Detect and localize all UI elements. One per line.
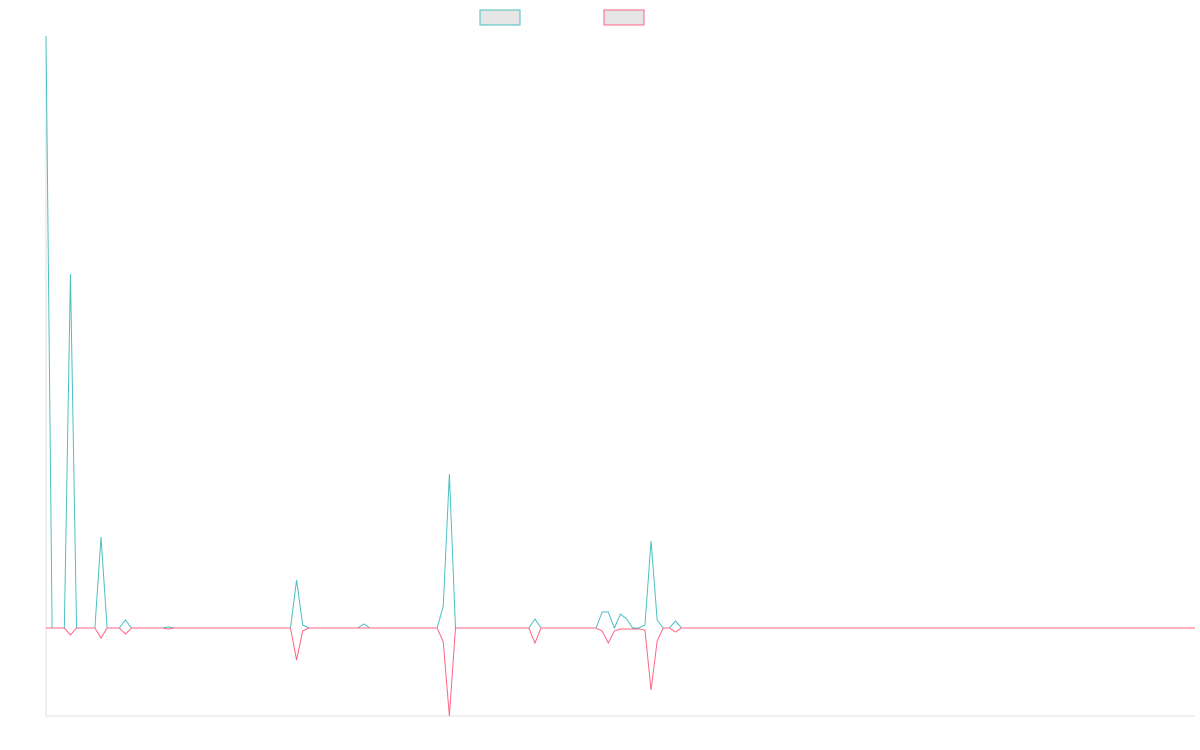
legend-swatch[interactable]: [603, 9, 645, 26]
line-series: [45, 35, 1195, 630]
legend-swatch[interactable]: [479, 9, 521, 26]
line-series: [46, 627, 1195, 717]
